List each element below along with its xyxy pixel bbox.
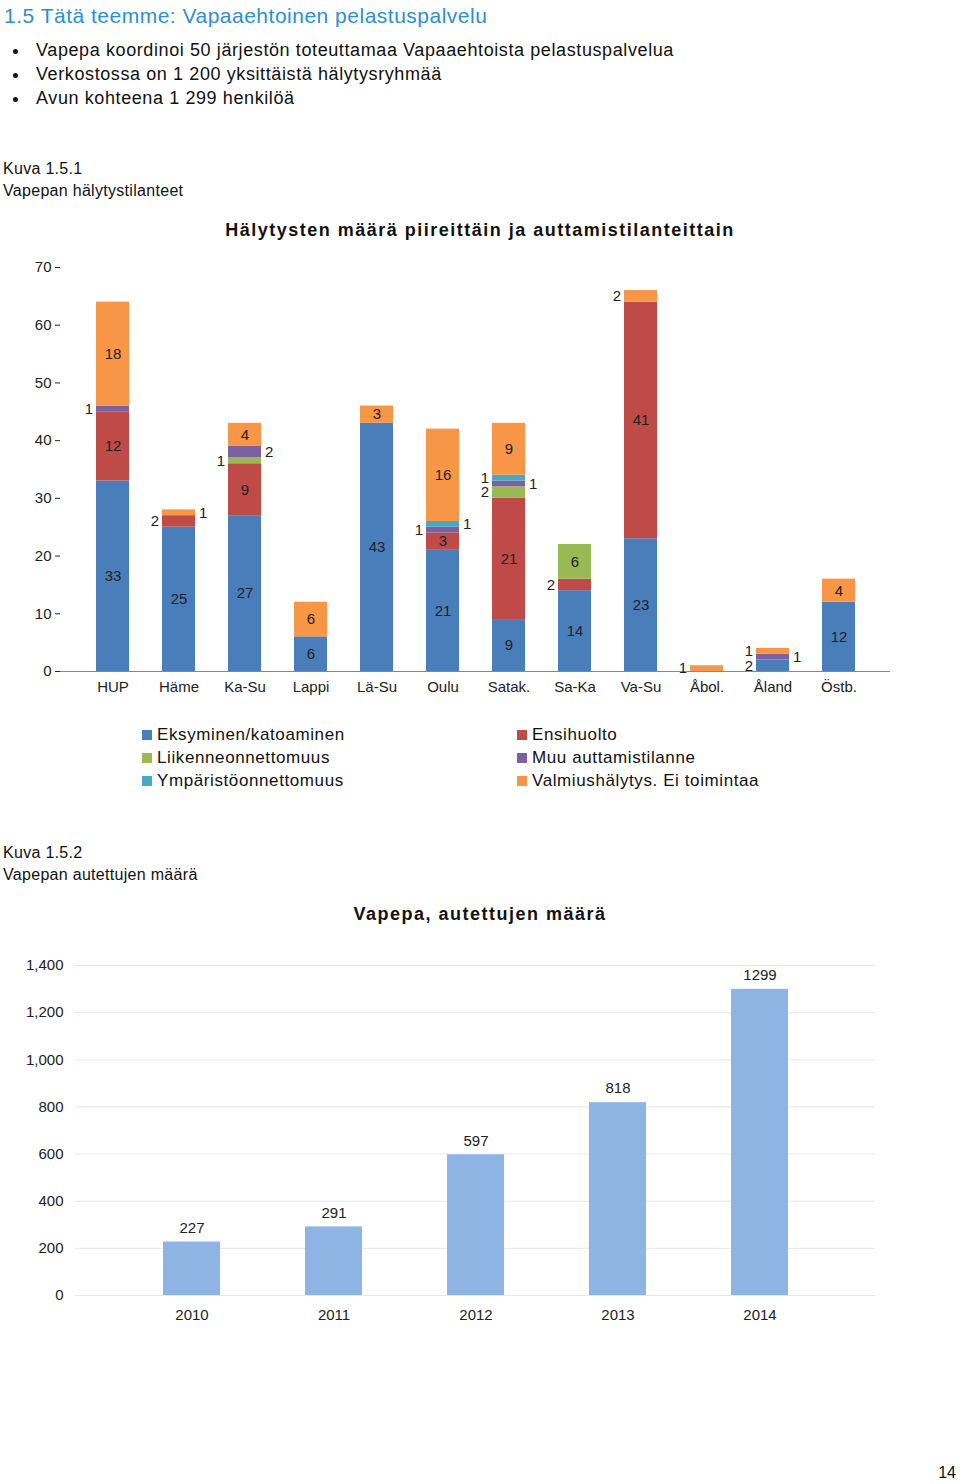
- svg-text:1: 1: [679, 659, 687, 676]
- html-text:Kuva 1.5.2: Kuva 1.5.2: [3, 844, 83, 861]
- svg-text:23: 23: [633, 596, 650, 613]
- svg-text:1,400: 1,400: [26, 956, 64, 973]
- svg-text:2014: 2014: [743, 1306, 776, 1323]
- svg-text:21: 21: [435, 602, 452, 619]
- svg-text:Åland: Åland: [754, 678, 792, 695]
- svg-text:3: 3: [439, 532, 447, 549]
- svg-text:27: 27: [237, 584, 254, 601]
- svg-text:10: 10: [35, 605, 52, 622]
- svg-text:2: 2: [265, 443, 273, 460]
- svg-text:Sa-Ka: Sa-Ka: [554, 678, 596, 695]
- svg-text:2012: 2012: [459, 1306, 492, 1323]
- svg-text:Va-Su: Va-Su: [621, 678, 662, 695]
- svg-text:HUP: HUP: [97, 678, 129, 695]
- svg-text:1299: 1299: [743, 966, 776, 983]
- svg-text:12: 12: [105, 437, 122, 454]
- svg-text:3: 3: [373, 405, 381, 422]
- svg-text:Häme: Häme: [159, 678, 199, 695]
- svg-text:Östb.: Östb.: [821, 678, 857, 695]
- svg-text:Oulu: Oulu: [427, 678, 459, 695]
- svg-text:2: 2: [480, 483, 489, 501]
- svg-text:9: 9: [505, 440, 513, 457]
- svg-text:2013: 2013: [601, 1306, 634, 1323]
- svg-text:20: 20: [35, 547, 52, 564]
- svg-text:70: 70: [35, 258, 52, 275]
- svg-text:6: 6: [571, 553, 579, 570]
- svg-text:4: 4: [241, 426, 249, 443]
- svg-text:Lä-Su: Lä-Su: [357, 678, 397, 695]
- svg-text:25: 25: [171, 590, 188, 607]
- svg-text:597: 597: [463, 1132, 488, 1149]
- svg-text:800: 800: [38, 1098, 63, 1115]
- html-text:Avun kohteena 1 299 henkilöä: Avun kohteena 1 299 henkilöä: [36, 88, 295, 108]
- svg-text:2010: 2010: [175, 1306, 208, 1323]
- svg-text:30: 30: [35, 489, 52, 506]
- svg-text:1: 1: [85, 400, 93, 417]
- html-text:Liikenneonnettomuus: Liikenneonnettomuus: [157, 748, 330, 767]
- svg-text:Ka-Su: Ka-Su: [224, 678, 266, 695]
- html-text:Muu auttamistilanne: Muu auttamistilanne: [532, 748, 696, 767]
- svg-text:1: 1: [745, 642, 753, 659]
- html-text:Vapepa koordinoi 50 järjestön: Vapepa koordinoi 50 järjestön toteuttama…: [36, 40, 674, 60]
- svg-text:1: 1: [529, 475, 537, 492]
- svg-text:Satak.: Satak.: [488, 678, 531, 695]
- svg-text:400: 400: [38, 1192, 63, 1209]
- svg-text:0: 0: [43, 662, 51, 679]
- svg-text:60: 60: [35, 316, 52, 333]
- svg-text:33: 33: [105, 567, 122, 584]
- html-text:1.5 Tätä teemme: Vapaaehtoinen: 1.5 Tätä teemme: Vapaaehtoinen pelastusp…: [4, 4, 488, 27]
- svg-text:1,000: 1,000: [26, 1051, 64, 1068]
- svg-text:1: 1: [793, 648, 801, 665]
- svg-text:227: 227: [179, 1219, 204, 1236]
- svg-text:14: 14: [567, 622, 584, 639]
- html-text:Vapepan autettujen määrä: Vapepan autettujen määrä: [3, 866, 198, 883]
- svg-text:50: 50: [35, 374, 52, 391]
- svg-text:818: 818: [605, 1079, 630, 1096]
- svg-text:16: 16: [435, 466, 452, 483]
- html-text:Eksyminen/katoaminen: Eksyminen/katoaminen: [157, 725, 345, 744]
- svg-text:1: 1: [199, 504, 207, 521]
- svg-text:6: 6: [307, 610, 315, 627]
- html-text:Verkostossa on 1 200 yksittäis: Verkostossa on 1 200 yksittäistä hälytys…: [36, 64, 442, 84]
- svg-text:9: 9: [241, 481, 249, 498]
- svg-text:2: 2: [547, 576, 555, 593]
- svg-text:41: 41: [633, 411, 650, 428]
- svg-text:1: 1: [217, 452, 225, 469]
- svg-text:2011: 2011: [318, 1306, 350, 1323]
- svg-text:0: 0: [55, 1286, 63, 1303]
- html-text:Vapepa, autettujen määrä: Vapepa, autettujen määrä: [353, 904, 607, 924]
- html-text:Valmiushälytys. Ei toimintaa: Valmiushälytys. Ei toimintaa: [532, 771, 760, 790]
- svg-text:2: 2: [744, 656, 753, 674]
- html-text:Vapepan hälytystilanteet: Vapepan hälytystilanteet: [3, 182, 184, 199]
- svg-text:1: 1: [415, 521, 423, 538]
- html-text:14: 14: [938, 1464, 956, 1481]
- svg-text:2: 2: [151, 512, 159, 529]
- svg-text:6: 6: [307, 645, 315, 662]
- svg-text:4: 4: [835, 582, 843, 599]
- svg-text:Åbol.: Åbol.: [690, 678, 724, 695]
- svg-text:200: 200: [38, 1239, 63, 1256]
- html-text:Ensihuolto: Ensihuolto: [532, 725, 618, 744]
- svg-text:21: 21: [501, 550, 518, 567]
- svg-text:1: 1: [463, 515, 471, 532]
- svg-text:2: 2: [613, 287, 621, 304]
- svg-text:43: 43: [369, 538, 386, 555]
- svg-text:18: 18: [105, 345, 122, 362]
- svg-text:291: 291: [321, 1204, 346, 1221]
- html-text:Kuva 1.5.1: Kuva 1.5.1: [3, 160, 83, 177]
- html-text:Hälytysten määrä piireittäin j: Hälytysten määrä piireittäin ja auttamis…: [225, 220, 735, 240]
- svg-text:1: 1: [481, 469, 489, 486]
- svg-text:600: 600: [38, 1145, 63, 1162]
- svg-text:9: 9: [505, 636, 513, 653]
- svg-text:40: 40: [35, 431, 52, 448]
- svg-text:Lappi: Lappi: [293, 678, 330, 695]
- svg-text:12: 12: [831, 628, 848, 645]
- html-text:Ympäristöonnettomuus: Ympäristöonnettomuus: [157, 771, 344, 790]
- svg-text:1,200: 1,200: [26, 1003, 64, 1020]
